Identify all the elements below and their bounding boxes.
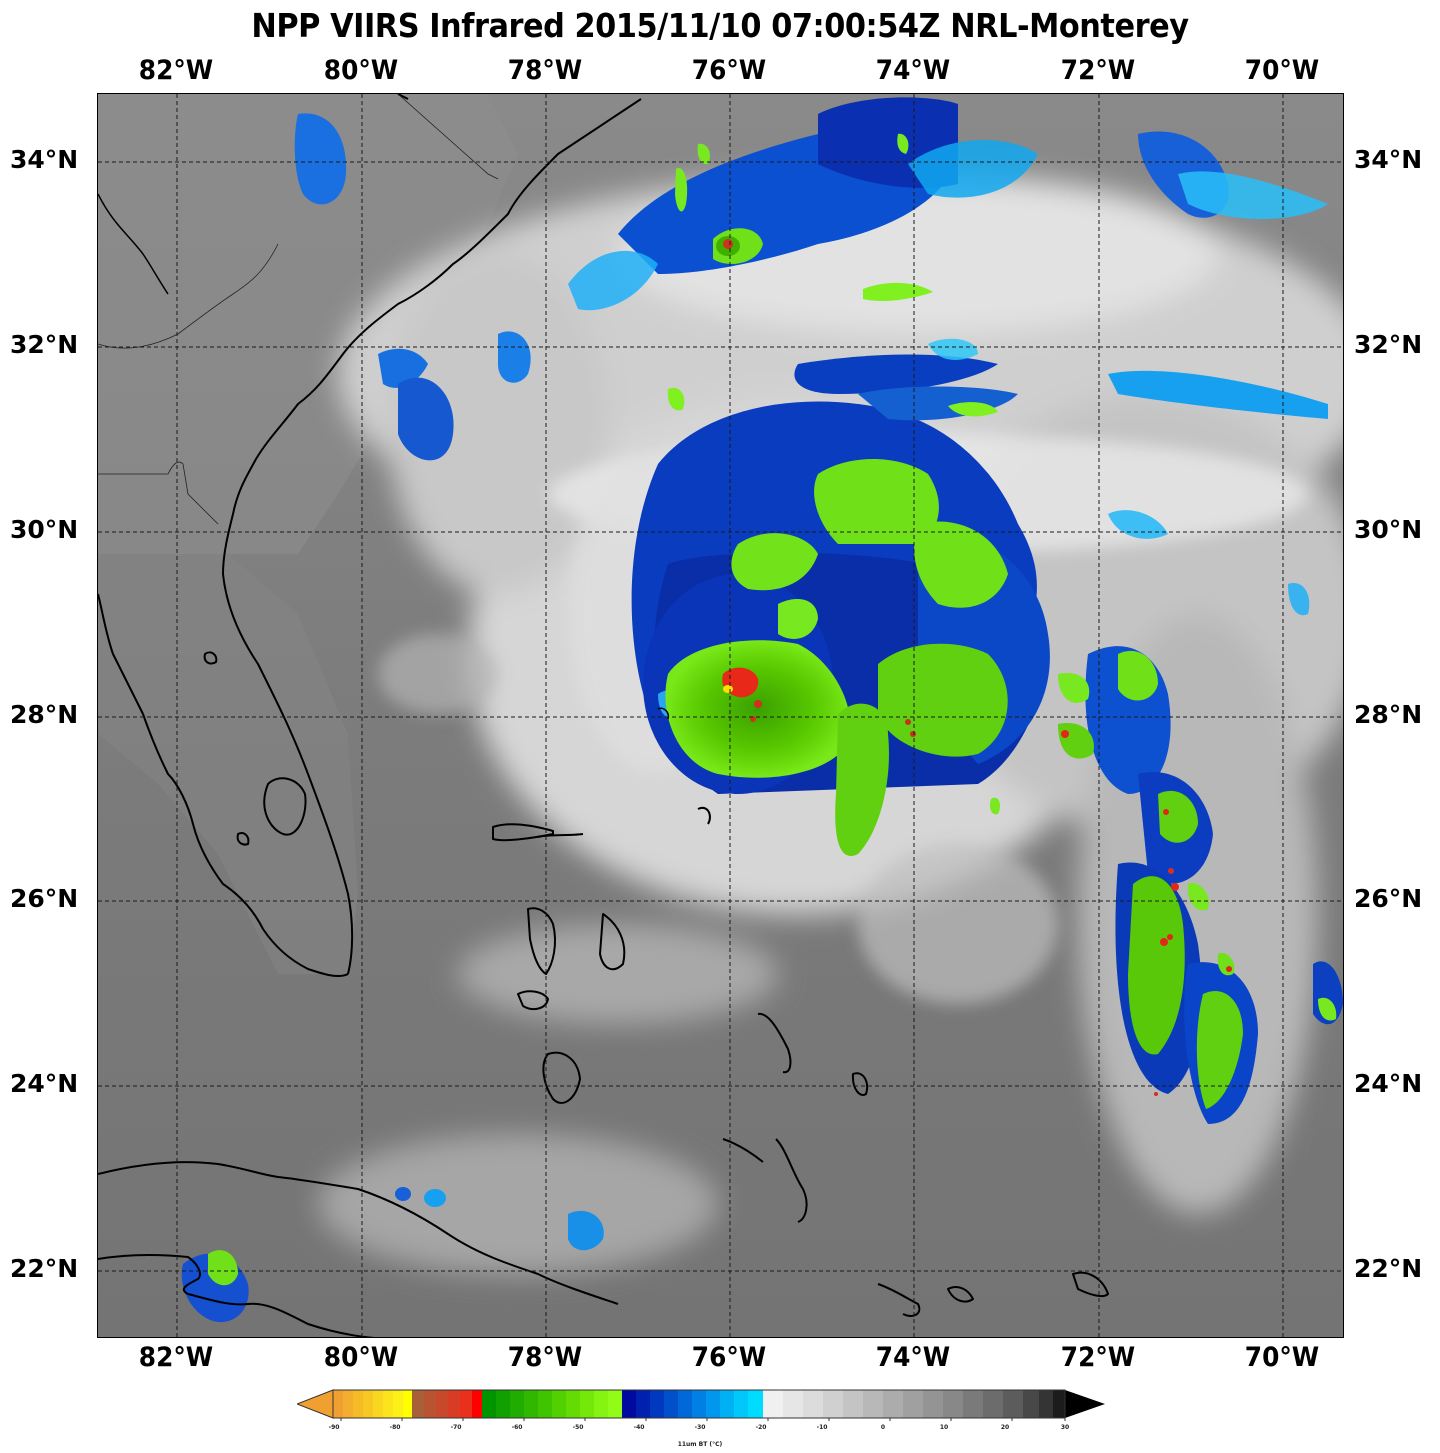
ir-imagery — [98, 94, 1343, 1337]
colorbar-graphic — [295, 1389, 1105, 1421]
lat-label-left: 32°N — [10, 330, 79, 359]
cloud-fringe-lightblue — [568, 140, 1328, 719]
colorbar-tick: -60 — [511, 1424, 523, 1431]
colorbar-tick: -70 — [450, 1424, 462, 1431]
lon-label-top: 78°W — [507, 55, 583, 86]
figure-title: NPP VIIRS Infrared 2015/11/10 07:00:54Z … — [251, 6, 1189, 45]
lon-label-bottom: 78°W — [507, 1342, 583, 1373]
colorbar-tick: -30 — [694, 1424, 706, 1431]
lon-label-top: 70°W — [1244, 55, 1320, 86]
lat-label-left: 34°N — [10, 145, 79, 174]
colorbar-tick: 30 — [1060, 1424, 1070, 1431]
lon-label-bottom: 76°W — [691, 1342, 767, 1373]
coastlines — [98, 94, 1109, 1337]
colorbar-tick: -10 — [816, 1424, 828, 1431]
colorbar-tick: -40 — [633, 1424, 645, 1431]
lon-label-bottom: 70°W — [1244, 1342, 1320, 1373]
lon-label-bottom: 82°W — [138, 1342, 214, 1373]
lat-label-right: 28°N — [1354, 700, 1423, 729]
lat-label-left: 26°N — [10, 884, 79, 913]
lon-label-top: 76°W — [691, 55, 767, 86]
lon-label-bottom: 80°W — [323, 1342, 399, 1373]
lon-label-top: 80°W — [323, 55, 399, 86]
colorbar-tick: -20 — [755, 1424, 767, 1431]
satellite-ir-map — [97, 93, 1344, 1338]
colorbar-tick: 10 — [939, 1424, 949, 1431]
lat-label-left: 28°N — [10, 700, 79, 729]
lat-label-right: 34°N — [1354, 145, 1423, 174]
lon-label-bottom: 72°W — [1060, 1342, 1136, 1373]
colorbar-label: 11um BT (°C) — [677, 1441, 723, 1448]
lat-label-left: 22°N — [10, 1254, 79, 1283]
lat-label-right: 22°N — [1354, 1254, 1423, 1283]
deep-convection-green — [208, 133, 1337, 1286]
lat-label-right: 26°N — [1354, 884, 1423, 913]
colorbar-tick: -50 — [572, 1424, 584, 1431]
state-borders — [98, 94, 499, 525]
colorbar-tick: 0 — [880, 1424, 886, 1431]
lon-label-top: 72°W — [1060, 55, 1136, 86]
colorbar-high-extend-arrow — [1065, 1390, 1105, 1418]
colorbar — [295, 1384, 1105, 1424]
graticule — [98, 94, 1343, 1337]
lon-label-top: 74°W — [875, 55, 951, 86]
lat-label-right: 30°N — [1354, 515, 1423, 544]
colorbar-tick: -90 — [328, 1424, 340, 1431]
lat-label-right: 24°N — [1354, 1069, 1423, 1098]
coldest-tops-red — [722, 239, 1232, 1096]
lat-label-right: 32°N — [1354, 330, 1423, 359]
colorbar-low-extend-arrow — [295, 1389, 334, 1419]
colorbar-segments — [333, 1390, 1065, 1418]
lat-label-left: 30°N — [10, 515, 79, 544]
colorbar-tick: -80 — [389, 1424, 401, 1431]
lon-label-top: 82°W — [138, 55, 214, 86]
colorbar-tick: 20 — [1000, 1424, 1010, 1431]
lon-label-bottom: 74°W — [875, 1342, 951, 1373]
lat-label-left: 24°N — [10, 1069, 79, 1098]
